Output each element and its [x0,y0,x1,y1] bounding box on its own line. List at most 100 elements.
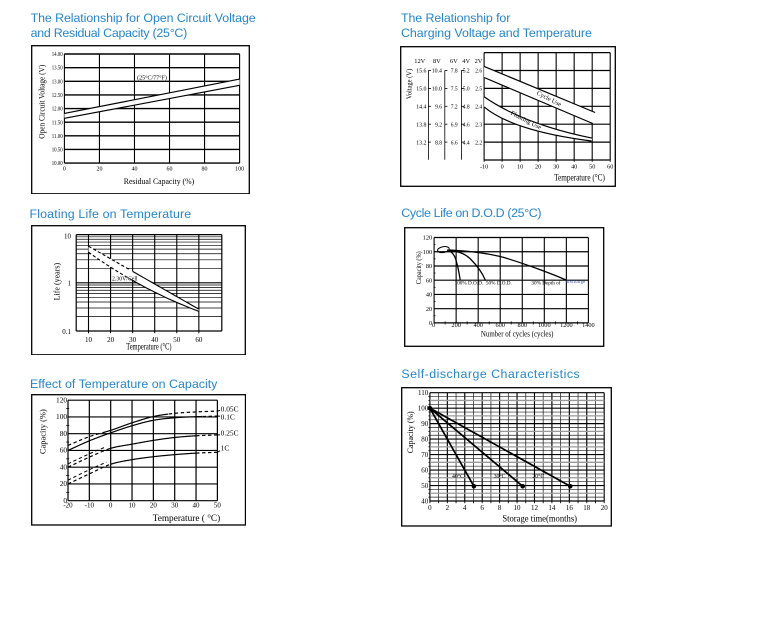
svg-text:2: 2 [446,504,450,512]
svg-text:100: 100 [418,405,429,413]
svg-text:10.50: 10.50 [51,146,63,153]
svg-text:70: 70 [421,451,428,459]
svg-text:2V: 2V [475,58,483,65]
svg-text:0: 0 [62,166,65,172]
svg-text:80: 80 [426,263,432,270]
svg-text:60: 60 [607,164,613,171]
svg-text:110: 110 [418,389,429,397]
svg-text:Temperature (°C): Temperature (°C) [126,341,171,351]
svg-text:800: 800 [518,322,527,329]
svg-text:18: 18 [583,504,590,512]
svg-text:6.9: 6.9 [451,121,458,128]
svg-text:Temperature (°C): Temperature (°C) [554,172,605,182]
svg-text:8: 8 [498,504,502,512]
svg-text:20: 20 [535,164,541,171]
svg-text:13.2: 13.2 [416,139,426,146]
svg-text:10: 10 [517,164,523,171]
svg-text:20: 20 [601,504,608,512]
svg-text:0.05C: 0.05C [220,405,238,414]
svg-text:0.1: 0.1 [62,328,71,336]
svg-text:60: 60 [421,467,428,475]
svg-text:11.50: 11.50 [51,119,63,126]
svg-text:10: 10 [128,502,135,510]
svg-text:7.5: 7.5 [451,86,458,93]
svg-text:10: 10 [85,336,93,344]
svg-text:7.8: 7.8 [451,68,458,75]
svg-text:60: 60 [195,336,203,344]
svg-text:1200: 1200 [560,322,573,329]
svg-text:30% Depth of: 30% Depth of [532,280,561,287]
svg-text:9.6: 9.6 [435,104,442,111]
svg-text:400: 400 [474,322,483,329]
svg-text:600: 600 [496,322,505,329]
svg-text:2.30V/Cell: 2.30V/Cell [112,276,138,282]
svg-text:90: 90 [421,420,428,428]
svg-text:40: 40 [151,336,159,344]
svg-text:20: 20 [96,166,102,172]
svg-text:1000: 1000 [538,322,551,329]
svg-text:12V: 12V [414,58,425,65]
svg-text:11.00: 11.00 [51,132,63,139]
svg-text:0: 0 [63,496,67,505]
svg-text:12: 12 [531,504,538,512]
svg-text:10.0: 10.0 [432,86,443,93]
svg-text:14.4: 14.4 [416,104,427,111]
svg-text:200: 200 [452,322,461,329]
svg-text:20: 20 [426,306,432,313]
svg-text:16: 16 [566,504,573,512]
svg-text:10: 10 [64,232,72,240]
svg-text:50: 50 [589,164,595,171]
svg-text:60: 60 [60,446,68,455]
svg-text:0: 0 [429,320,432,327]
svg-text:-10: -10 [84,502,94,510]
svg-text:13.00: 13.00 [51,78,63,85]
svg-text:40: 40 [571,164,577,171]
svg-text:6.6: 6.6 [451,139,458,146]
svg-text:120: 120 [423,235,432,242]
svg-text:6: 6 [480,504,484,512]
svg-text:Voltage (V): Voltage (V) [404,68,413,99]
svg-text:Capacity (%): Capacity (%) [406,411,415,453]
svg-text:14: 14 [548,504,555,512]
svg-text:Capacity (%): Capacity (%) [38,409,47,454]
svg-text:5.0: 5.0 [463,86,470,93]
svg-text:(25°C/77°F): (25°C/77°F) [137,74,167,81]
svg-text:Open Circuit Voltage (V): Open Circuit Voltage (V) [37,64,46,138]
svg-text:100: 100 [235,166,244,172]
svg-text:Capacity (%): Capacity (%) [414,251,423,284]
svg-text:20°C: 20°C [532,473,544,480]
svg-text:6V: 6V [450,58,458,65]
svg-text:-10: -10 [480,164,488,171]
svg-text:9.2: 9.2 [435,121,442,128]
svg-text:1: 1 [68,279,72,287]
svg-text:10.4: 10.4 [432,68,443,75]
svg-text:4: 4 [463,504,467,512]
svg-text:2.6: 2.6 [475,68,482,75]
svg-text:30: 30 [129,336,137,344]
svg-text:4.4: 4.4 [463,139,470,146]
svg-text:discharge: discharge [566,279,586,285]
svg-text:20: 20 [60,480,68,489]
svg-text:1C: 1C [220,444,229,453]
svg-text:50: 50 [421,482,428,490]
svg-text:0: 0 [501,164,504,171]
svg-text:30: 30 [553,164,559,171]
svg-text:60: 60 [166,166,172,172]
svg-text:Number of cycles (cycles): Number of cycles (cycles) [481,330,554,339]
svg-text:15.0: 15.0 [416,86,427,93]
svg-text:50% D.O.D.: 50% D.O.D. [486,281,512,287]
svg-text:20: 20 [107,336,115,344]
svg-text:40: 40 [192,502,199,510]
svg-text:40: 40 [426,292,432,299]
svg-text:50: 50 [214,502,221,510]
svg-text:7.2: 7.2 [451,104,458,111]
svg-text:10.00: 10.00 [51,160,63,167]
svg-text:0: 0 [428,504,432,512]
svg-text:13.8: 13.8 [416,121,427,128]
svg-text:8.8: 8.8 [435,139,442,146]
svg-text:0: 0 [109,502,113,510]
svg-text:8V: 8V [433,58,441,65]
svg-text:5.2: 5.2 [463,68,470,75]
svg-text:30°C: 30°C [494,473,506,480]
svg-text:Temperature ( °C): Temperature ( °C) [152,513,219,523]
